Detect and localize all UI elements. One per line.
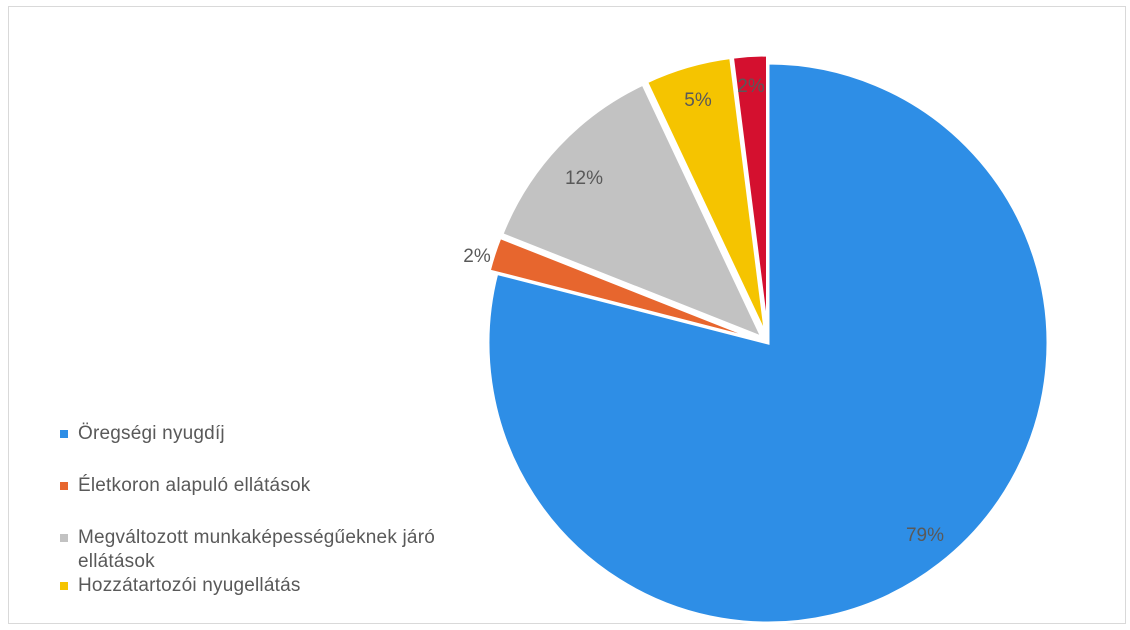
legend-label-eletkoron: Életkoron alapuló ellátások <box>78 475 311 496</box>
legend: Öregségi nyugdíj Életkoron alapuló ellát… <box>60 422 520 598</box>
pie-slice-label-2: 12% <box>565 168 603 189</box>
legend-label-megvaltozott: Megváltozott munkaképességűeknek járó el… <box>78 527 435 572</box>
legend-swatch-oregsegi <box>60 430 68 438</box>
legend-swatch-megvaltozott <box>60 534 68 542</box>
pie-slice-1 <box>487 235 761 342</box>
legend-label-hozzatartozoi: Hozzátartozói nyugellátás <box>78 575 301 596</box>
pie-slice-0 <box>486 61 1050 625</box>
pie-slice-label-0: 79% <box>906 525 944 546</box>
legend-label-oregsegi: Öregségi nyugdíj <box>78 423 225 444</box>
pie-slice-4 <box>730 53 769 336</box>
pie-slice-label-3: 5% <box>684 90 712 111</box>
legend-item-oregsegi: Öregségi nyugdíj <box>60 422 520 446</box>
pie-slice-label-4: 2% <box>737 76 765 97</box>
pie-slice-label-1: 2% <box>463 246 491 267</box>
legend-swatch-eletkoron <box>60 482 68 490</box>
legend-swatch-hozzatartozoi <box>60 582 68 590</box>
legend-item-megvaltozott: Megváltozott munkaképességűeknek járó el… <box>60 526 500 574</box>
pie-slice-2 <box>499 82 766 341</box>
pie-slice-3 <box>644 55 768 336</box>
legend-item-hozzatartozoi: Hozzátartozói nyugellátás <box>60 574 520 598</box>
legend-item-eletkoron: Életkoron alapuló ellátások <box>60 474 520 498</box>
